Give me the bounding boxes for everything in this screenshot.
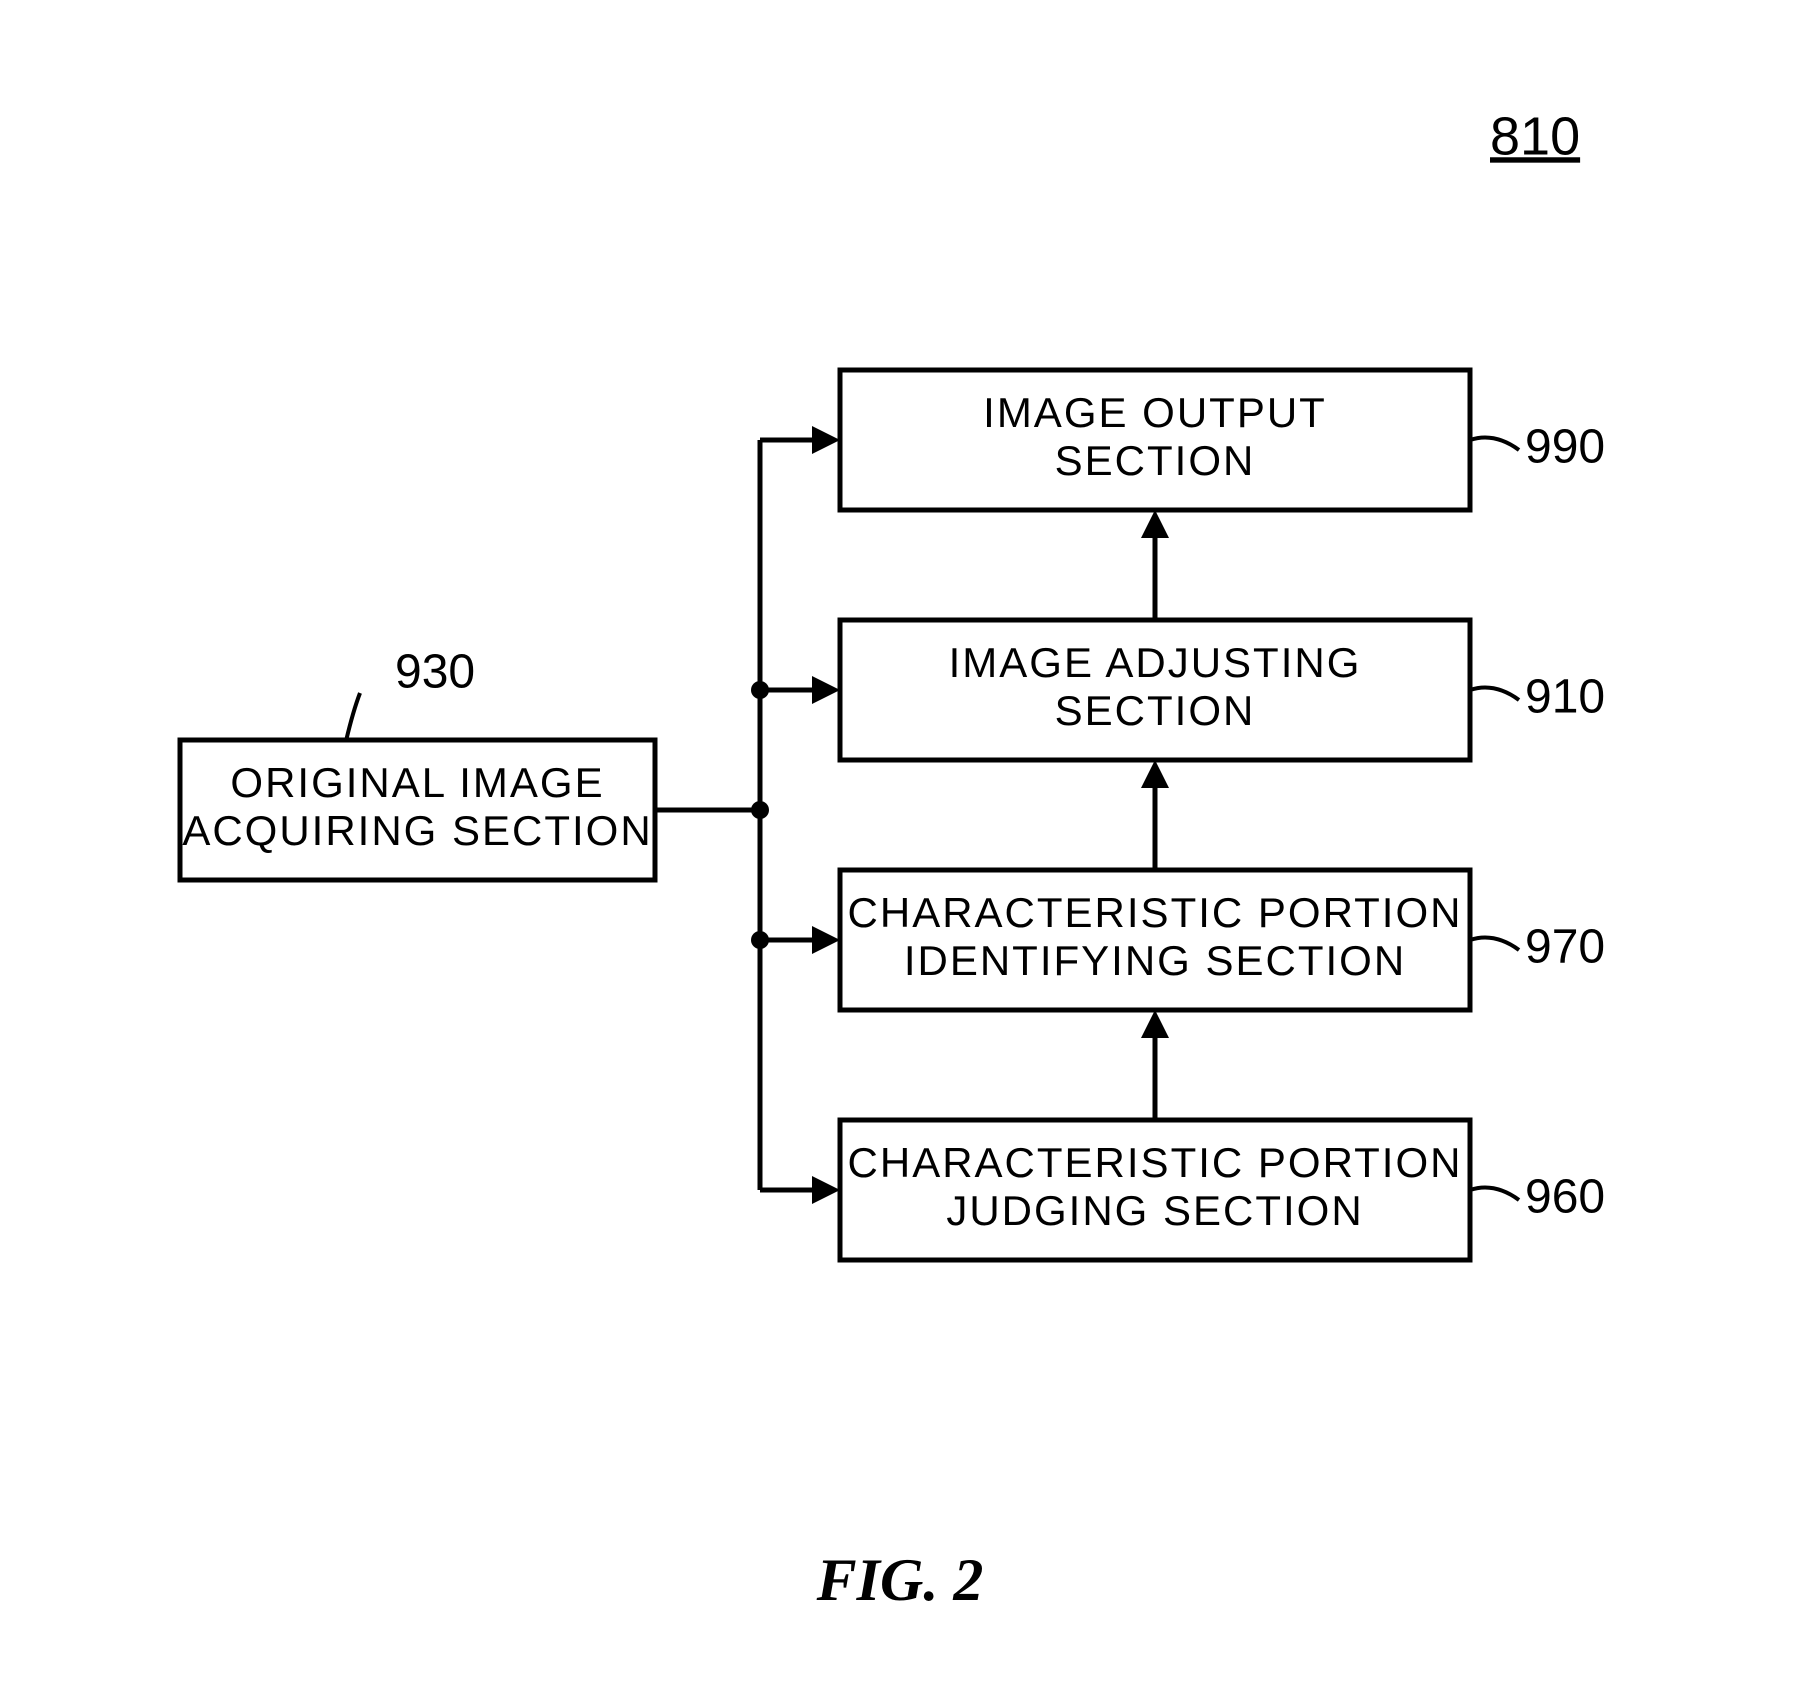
svg-text:ACQUIRING SECTION: ACQUIRING SECTION [182,807,652,854]
svg-text:IMAGE ADJUSTING: IMAGE ADJUSTING [949,639,1362,686]
svg-text:FIG. 2: FIG. 2 [816,1547,984,1613]
svg-text:990: 990 [1525,421,1605,474]
svg-text:ORIGINAL IMAGE: ORIGINAL IMAGE [230,759,604,806]
svg-text:JUDGING SECTION: JUDGING SECTION [946,1187,1363,1234]
svg-text:CHARACTERISTIC PORTION: CHARACTERISTIC PORTION [848,1139,1463,1186]
svg-text:SECTION: SECTION [1055,437,1256,484]
svg-text:SECTION: SECTION [1055,687,1256,734]
svg-text:IDENTIFYING SECTION: IDENTIFYING SECTION [904,937,1406,984]
svg-text:960: 960 [1525,1171,1605,1224]
diagram-canvas: ORIGINAL IMAGEACQUIRING SECTION IMAGE OUT… [0,0,1805,1685]
svg-text:CHARACTERISTIC PORTION: CHARACTERISTIC PORTION [848,889,1463,936]
svg-text:810: 810 [1490,106,1580,166]
svg-text:970: 970 [1525,921,1605,974]
svg-text:930: 930 [395,646,475,699]
svg-text:IMAGE OUTPUT: IMAGE OUTPUT [983,389,1327,436]
svg-text:910: 910 [1525,671,1605,724]
